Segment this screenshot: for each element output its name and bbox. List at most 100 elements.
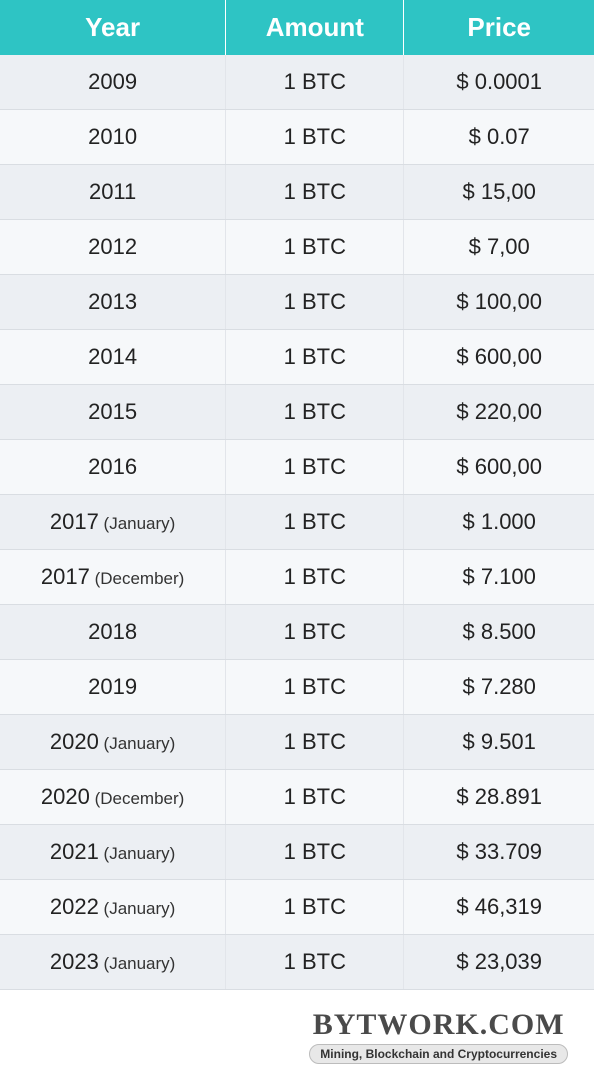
table-row: 2015 1 BTC$ 220,00 bbox=[0, 385, 594, 440]
table-row: 2018 1 BTC$ 8.500 bbox=[0, 605, 594, 660]
cell-year: 2016 bbox=[0, 440, 226, 495]
cell-year: 2012 bbox=[0, 220, 226, 275]
year-sub: (December) bbox=[90, 789, 184, 808]
year-value: 2015 bbox=[88, 399, 137, 424]
year-value: 2018 bbox=[88, 619, 137, 644]
cell-year: 2009 bbox=[0, 55, 226, 110]
cell-amount: 1 BTC bbox=[226, 880, 404, 935]
table-row: 2010 1 BTC$ 0.07 bbox=[0, 110, 594, 165]
cell-amount: 1 BTC bbox=[226, 495, 404, 550]
year-value: 2012 bbox=[88, 234, 137, 259]
table-row: 2019 1 BTC$ 7.280 bbox=[0, 660, 594, 715]
year-value: 2013 bbox=[88, 289, 137, 314]
year-value: 2020 bbox=[41, 784, 90, 809]
cell-year: 2023 (January) bbox=[0, 935, 226, 990]
table-row: 2009 1 BTC$ 0.0001 bbox=[0, 55, 594, 110]
cell-amount: 1 BTC bbox=[226, 660, 404, 715]
year-value: 2011 bbox=[89, 179, 136, 204]
year-value: 2010 bbox=[88, 124, 137, 149]
table-body: 20091 BTC$ 0.000120101 BTC$ 0.0720111 BT… bbox=[0, 55, 594, 990]
cell-price: $ 1.000 bbox=[404, 495, 594, 550]
cell-price: $ 0.0001 bbox=[404, 55, 594, 110]
cell-price: $ 23,039 bbox=[404, 935, 594, 990]
cell-year: 2017 (December) bbox=[0, 550, 226, 605]
cell-price: $ 220,00 bbox=[404, 385, 594, 440]
btc-price-table: Year Amount Price 20091 BTC$ 0.000120101… bbox=[0, 0, 594, 990]
cell-price: $ 33.709 bbox=[404, 825, 594, 880]
year-value: 2023 bbox=[50, 949, 99, 974]
cell-amount: 1 BTC bbox=[226, 220, 404, 275]
cell-price: $ 600,00 bbox=[404, 440, 594, 495]
cell-price: $ 100,00 bbox=[404, 275, 594, 330]
cell-year: 2022 (January) bbox=[0, 880, 226, 935]
cell-amount: 1 BTC bbox=[226, 935, 404, 990]
col-header-price: Price bbox=[404, 0, 594, 55]
cell-price: $ 0.07 bbox=[404, 110, 594, 165]
year-sub: (December) bbox=[90, 569, 184, 588]
cell-amount: 1 BTC bbox=[226, 770, 404, 825]
cell-year: 2010 bbox=[0, 110, 226, 165]
table-row: 2021 (January)1 BTC$ 33.709 bbox=[0, 825, 594, 880]
table-row: 2011 1 BTC$ 15,00 bbox=[0, 165, 594, 220]
cell-amount: 1 BTC bbox=[226, 440, 404, 495]
year-sub: (January) bbox=[99, 844, 176, 863]
table-row: 2020 (January)1 BTC$ 9.501 bbox=[0, 715, 594, 770]
year-value: 2021 bbox=[50, 839, 99, 864]
year-value: 2017 bbox=[50, 509, 99, 534]
footer-brand-box: BYTWORK.COM Mining, Blockchain and Crypt… bbox=[293, 998, 584, 1072]
cell-price: $ 9.501 bbox=[404, 715, 594, 770]
cell-year: 2021 (January) bbox=[0, 825, 226, 880]
cell-amount: 1 BTC bbox=[226, 825, 404, 880]
year-sub: (January) bbox=[99, 514, 176, 533]
cell-amount: 1 BTC bbox=[226, 715, 404, 770]
year-value: 2022 bbox=[50, 894, 99, 919]
cell-year: 2020 (December) bbox=[0, 770, 226, 825]
col-header-amount: Amount bbox=[226, 0, 404, 55]
table-row: 2022 (January)1 BTC$ 46,319 bbox=[0, 880, 594, 935]
cell-price: $ 600,00 bbox=[404, 330, 594, 385]
year-sub: (January) bbox=[99, 954, 176, 973]
year-value: 2014 bbox=[88, 344, 137, 369]
cell-year: 2011 bbox=[0, 165, 226, 220]
col-header-year: Year bbox=[0, 0, 226, 55]
cell-price: $ 7,00 bbox=[404, 220, 594, 275]
table-row: 2017 (December)1 BTC$ 7.100 bbox=[0, 550, 594, 605]
year-value: 2017 bbox=[41, 564, 90, 589]
cell-amount: 1 BTC bbox=[226, 165, 404, 220]
cell-year: 2014 bbox=[0, 330, 226, 385]
cell-amount: 1 BTC bbox=[226, 275, 404, 330]
cell-price: $ 15,00 bbox=[404, 165, 594, 220]
cell-amount: 1 BTC bbox=[226, 330, 404, 385]
table-row: 2017 (January)1 BTC$ 1.000 bbox=[0, 495, 594, 550]
cell-year: 2013 bbox=[0, 275, 226, 330]
table-row: 2013 1 BTC$ 100,00 bbox=[0, 275, 594, 330]
brand-name: BYTWORK.COM bbox=[309, 1008, 568, 1042]
cell-price: $ 28.891 bbox=[404, 770, 594, 825]
cell-year: 2019 bbox=[0, 660, 226, 715]
year-value: 2020 bbox=[50, 729, 99, 754]
year-sub: (January) bbox=[99, 899, 176, 918]
cell-amount: 1 BTC bbox=[226, 550, 404, 605]
cell-price: $ 8.500 bbox=[404, 605, 594, 660]
cell-amount: 1 BTC bbox=[226, 385, 404, 440]
brand-tagline: Mining, Blockchain and Cryptocurrencies bbox=[309, 1044, 568, 1064]
cell-year: 2017 (January) bbox=[0, 495, 226, 550]
year-value: 2019 bbox=[88, 674, 137, 699]
year-sub: (January) bbox=[99, 734, 176, 753]
table-header-row: Year Amount Price bbox=[0, 0, 594, 55]
table-row: 2023 (January)1 BTC$ 23,039 bbox=[0, 935, 594, 990]
table-row: 2020 (December)1 BTC$ 28.891 bbox=[0, 770, 594, 825]
cell-year: 2018 bbox=[0, 605, 226, 660]
cell-amount: 1 BTC bbox=[226, 605, 404, 660]
cell-price: $ 46,319 bbox=[404, 880, 594, 935]
cell-year: 2015 bbox=[0, 385, 226, 440]
cell-amount: 1 BTC bbox=[226, 55, 404, 110]
table-row: 20161 BTC$ 600,00 bbox=[0, 440, 594, 495]
cell-price: $ 7.280 bbox=[404, 660, 594, 715]
year-value: 2009 bbox=[88, 69, 137, 94]
cell-year: 2020 (January) bbox=[0, 715, 226, 770]
table-row: 2014 1 BTC$ 600,00 bbox=[0, 330, 594, 385]
table-row: 2012 1 BTC$ 7,00 bbox=[0, 220, 594, 275]
cell-price: $ 7.100 bbox=[404, 550, 594, 605]
cell-amount: 1 BTC bbox=[226, 110, 404, 165]
